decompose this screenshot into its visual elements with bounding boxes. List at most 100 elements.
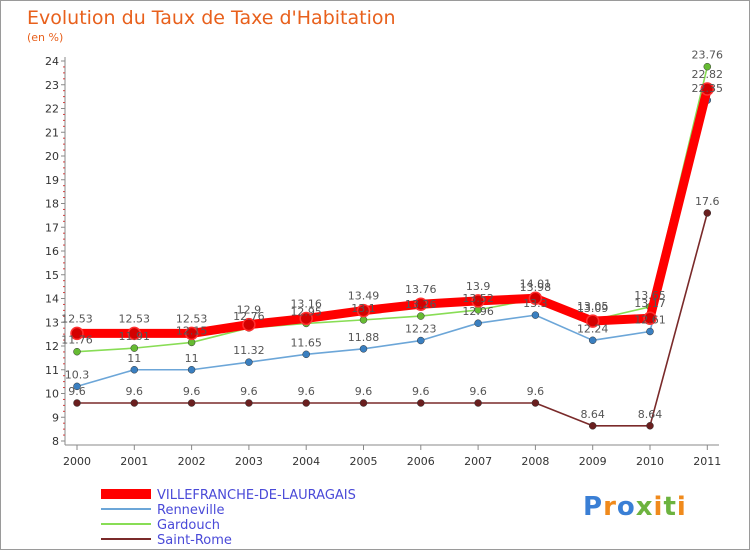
data-label: 11	[127, 352, 141, 365]
data-label: 9.6	[297, 385, 315, 398]
x-tick-label: 2007	[464, 455, 492, 468]
y-tick-label: 18	[45, 198, 59, 211]
data-label: 23.76	[692, 49, 724, 62]
series-point	[130, 366, 139, 374]
series-point	[359, 345, 368, 353]
series-point	[703, 209, 712, 217]
data-label: 12.9	[237, 304, 262, 317]
logo-letter: i	[676, 492, 687, 522]
series-point	[73, 382, 81, 391]
data-label: 13.49	[348, 290, 380, 303]
series-point	[417, 336, 425, 345]
data-label: 11.91	[119, 330, 151, 343]
data-label: 8.64	[638, 408, 663, 421]
series-line	[76, 212, 709, 427]
logo-letter: i	[653, 492, 664, 522]
data-label: 13.26	[405, 298, 437, 311]
x-tick-label: 2001	[120, 455, 148, 468]
data-label: 13.17	[634, 297, 666, 310]
series-point	[356, 303, 371, 318]
data-label: 12.53	[119, 312, 151, 325]
y-tick-label: 16	[45, 245, 59, 258]
series-point	[130, 399, 139, 407]
x-tick-label: 2009	[579, 455, 607, 468]
data-label: 13.52	[462, 292, 494, 305]
data-label: 9.6	[68, 385, 86, 398]
series-point	[299, 311, 313, 326]
series-point	[703, 62, 712, 71]
series-point	[474, 319, 482, 327]
data-label: 12.23	[405, 323, 437, 336]
series-point	[646, 327, 654, 336]
series-point	[646, 422, 654, 430]
data-label: 11.32	[233, 344, 265, 357]
y-tick-label: 24	[45, 55, 59, 68]
data-label: 11.88	[348, 331, 380, 344]
data-label: 13.98	[520, 281, 552, 294]
data-label: 11.76	[61, 334, 93, 347]
series-point	[474, 399, 482, 407]
series-point	[130, 344, 139, 352]
y-tick-label: 14	[45, 293, 59, 306]
data-label: 12.15	[176, 324, 208, 337]
y-tick-label: 9	[52, 411, 59, 424]
x-tick-label: 2003	[235, 455, 263, 468]
legend-label: VILLEFRANCHE-DE-LAURAGAIS	[157, 488, 356, 503]
series-point	[417, 312, 425, 320]
data-label: 12.61	[634, 314, 666, 327]
series-point	[588, 336, 597, 345]
series-point	[242, 317, 256, 332]
chart-title: Evolution du Taux de Taxe d'Habitation	[27, 7, 396, 29]
data-label: 8.64	[580, 408, 605, 421]
chart-series-lines	[70, 62, 715, 430]
x-tick-label: 2000	[63, 455, 91, 468]
data-label: 13.3	[523, 297, 548, 310]
series-point	[359, 316, 368, 324]
data-label: 12.53	[176, 312, 208, 325]
series-point	[245, 399, 253, 407]
x-tick-label: 2004	[292, 455, 320, 468]
series-line	[76, 99, 709, 388]
data-label: 9.6	[240, 385, 258, 398]
series-point	[528, 291, 543, 306]
series-point	[187, 366, 196, 374]
chart-data-labels: 10.3 11 11 11.32 11.65 11.88 12.23 12.96 13.3 12.…	[61, 49, 723, 421]
x-tick-label: 2008	[521, 455, 549, 468]
data-label: 13.1	[351, 302, 376, 315]
data-label: 9.6	[469, 385, 487, 398]
data-label: 10.3	[65, 368, 90, 381]
y-tick-label: 12	[45, 340, 59, 353]
data-label: 9.6	[355, 385, 373, 398]
y-tick-label: 19	[45, 174, 59, 187]
series-point	[70, 326, 84, 341]
data-label: 11	[185, 352, 199, 365]
logo-letter: r	[603, 492, 617, 522]
chart-subtitle: (en %)	[27, 31, 64, 44]
data-label: 9.6	[527, 385, 545, 398]
series-point	[588, 422, 597, 430]
series-point	[531, 311, 540, 319]
data-label: 13.9	[466, 280, 491, 293]
y-tick-label: 15	[45, 269, 59, 282]
data-label: 12.76	[233, 310, 265, 323]
series-point	[414, 297, 428, 311]
data-label: 22.82	[692, 68, 724, 81]
data-label: 17.6	[695, 195, 720, 208]
data-label: 9.6	[126, 385, 144, 398]
y-tick-label: 10	[45, 388, 59, 401]
y-tick-label: 8	[52, 435, 59, 448]
data-label: 13.16	[290, 297, 322, 310]
y-tick-label: 21	[45, 126, 59, 139]
x-tick-label: 2006	[407, 455, 435, 468]
y-tick-label: 13	[45, 316, 59, 329]
series-point	[187, 399, 196, 407]
logo-letter: P	[583, 492, 604, 522]
series-point	[245, 358, 253, 366]
series-point	[643, 311, 657, 325]
data-label: 12.53	[61, 312, 93, 325]
legend-label: Renneville	[157, 503, 224, 518]
x-tick-label: 2002	[178, 455, 206, 468]
series-point	[531, 399, 540, 407]
